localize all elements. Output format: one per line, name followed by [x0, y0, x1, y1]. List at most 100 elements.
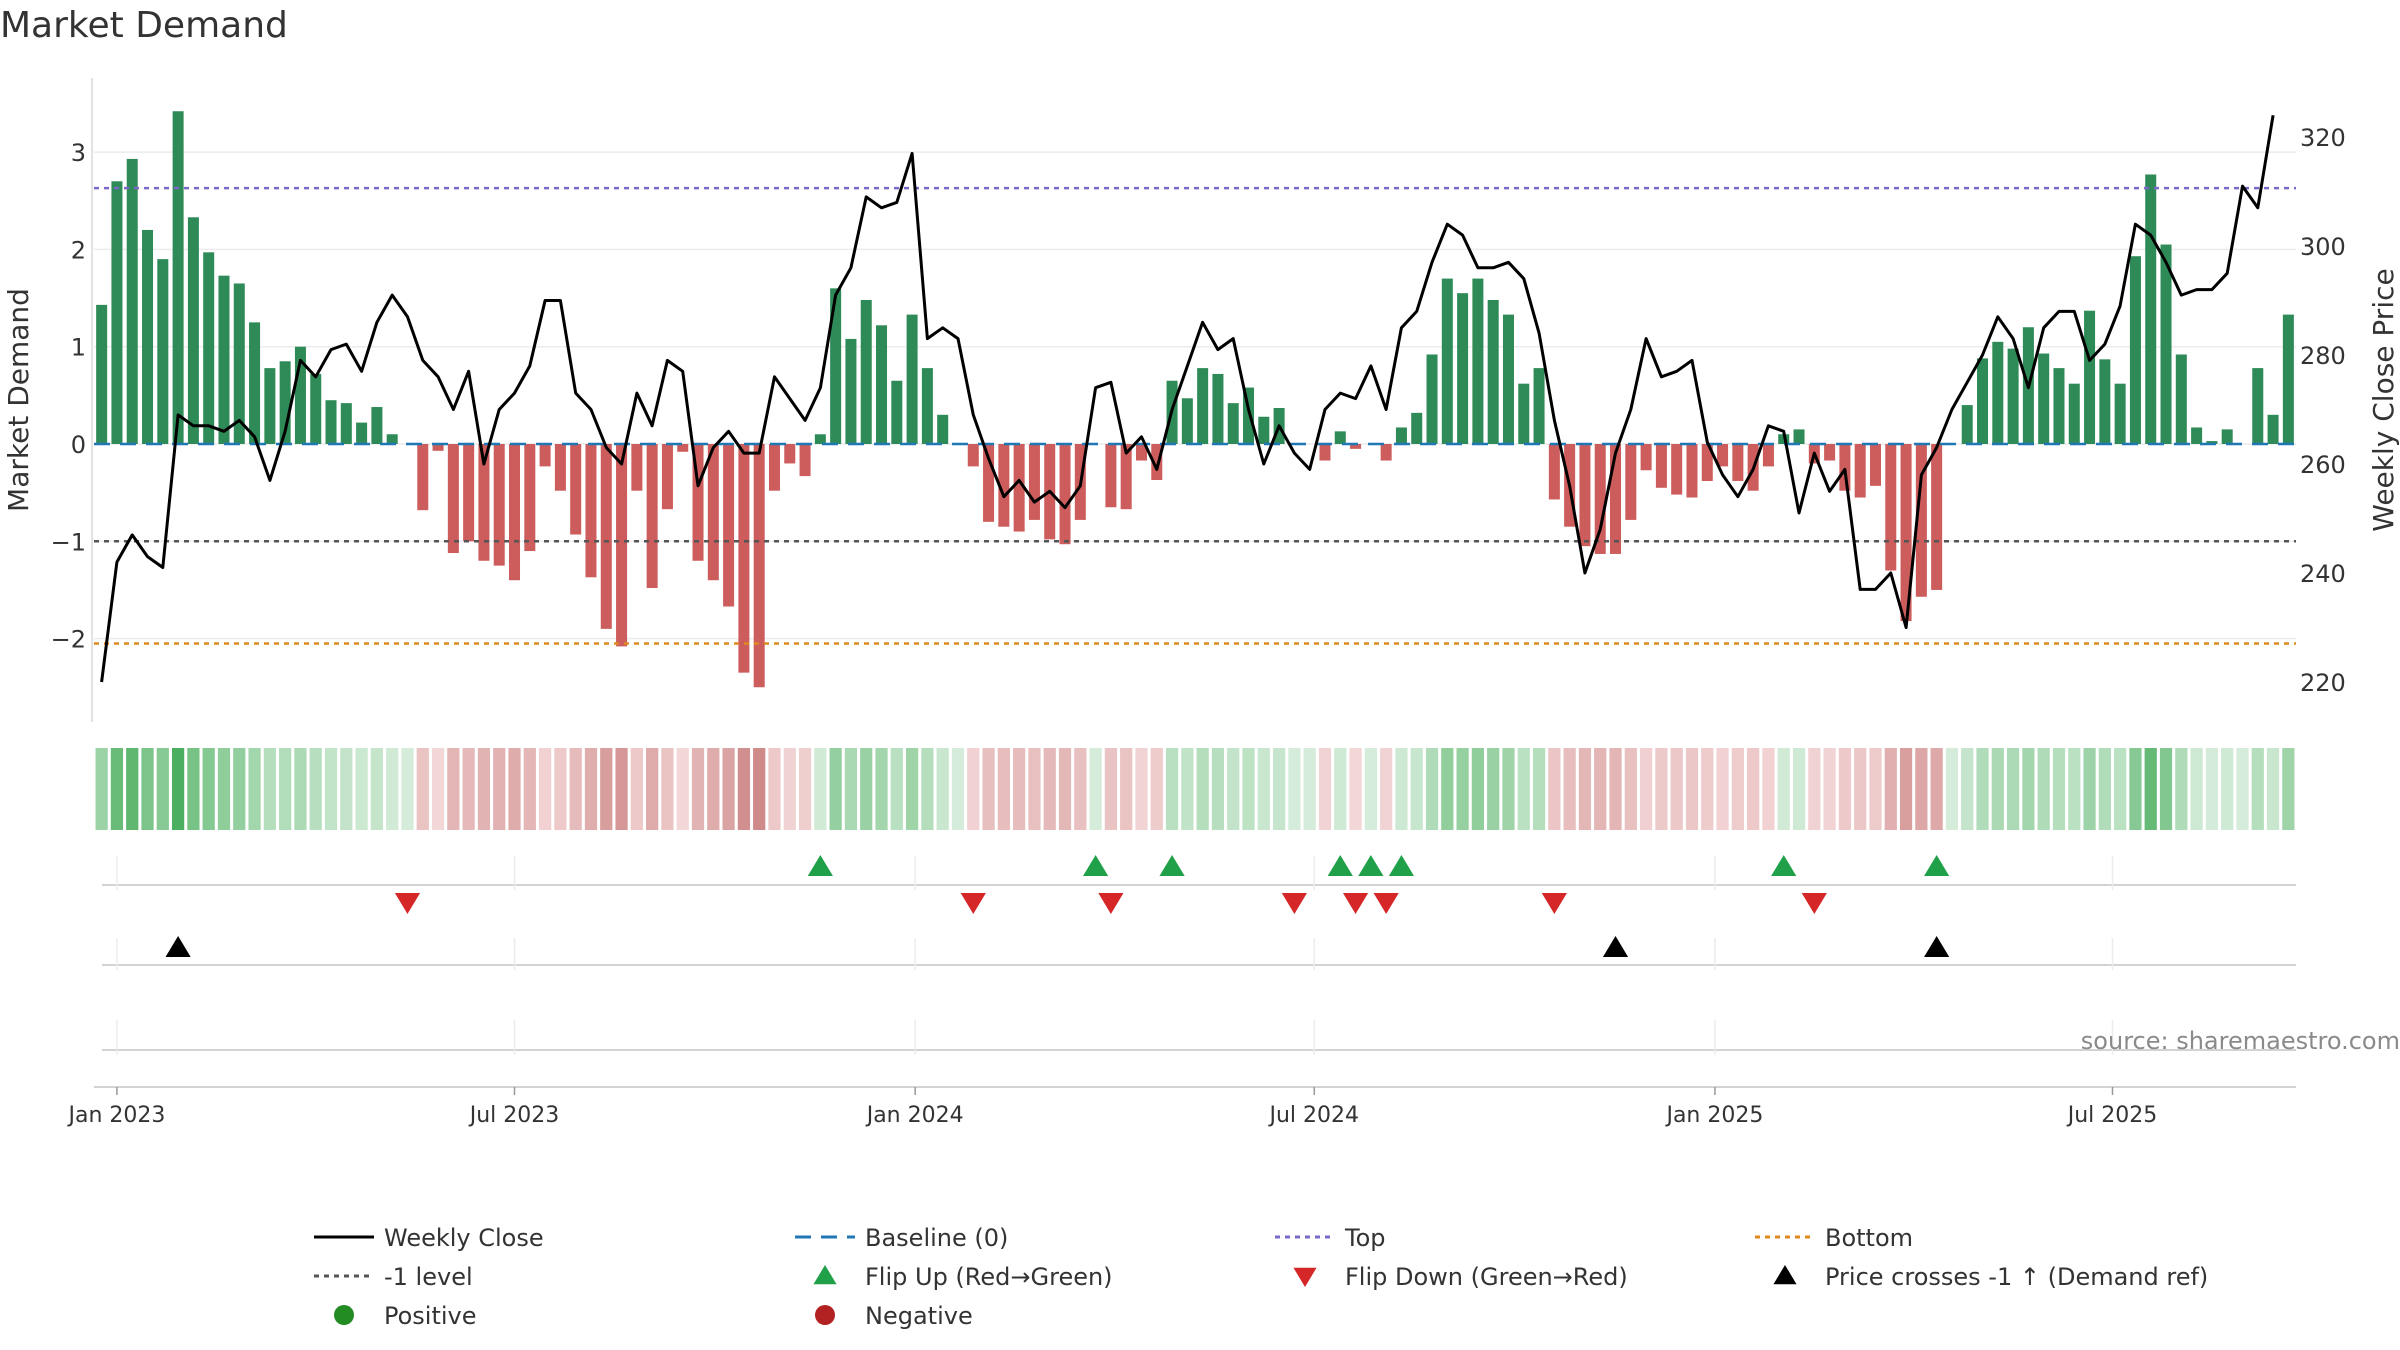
legend-label: Negative	[865, 1302, 973, 1330]
strip-cell	[982, 748, 995, 830]
strip-cell	[1425, 748, 1439, 830]
demand-bar	[845, 338, 857, 444]
strip-cell	[2129, 748, 2142, 830]
legend-triangle-up-icon	[813, 1265, 837, 1285]
strip-cell	[263, 748, 276, 830]
demand-bar	[723, 444, 735, 607]
strip-cell	[936, 748, 949, 830]
demand-bar	[1625, 444, 1637, 520]
y-axis-right: 220 240 260 280 300 320	[2300, 124, 2346, 697]
demand-bar	[2007, 348, 2019, 444]
demand-bar	[126, 158, 138, 444]
demand-bar	[1028, 444, 1040, 520]
strip-cell	[1915, 748, 1928, 830]
legend-item: Price crosses -1 ↑ (Demand ref)	[1773, 1263, 2208, 1291]
demand-bar	[1824, 444, 1836, 461]
strip-cell	[829, 748, 842, 830]
strip-cell	[1211, 748, 1225, 830]
demand-bar	[310, 373, 322, 444]
demand-bar	[432, 444, 444, 451]
strip-cell	[1013, 748, 1026, 830]
flip-up-marker	[1358, 855, 1384, 876]
strip-cell	[661, 748, 674, 830]
strip-cell	[783, 748, 796, 830]
flip-up-marker	[1327, 855, 1353, 876]
legend-dot-icon	[815, 1305, 835, 1325]
demand-bar	[616, 444, 628, 647]
strip-cell	[768, 748, 781, 830]
legend-item: Top	[1275, 1224, 1386, 1252]
demand-bar	[814, 434, 826, 444]
strip-cell	[1823, 748, 1836, 830]
strip-cell	[646, 748, 659, 830]
strip-cell	[171, 748, 185, 830]
demand-bar	[2129, 256, 2141, 444]
strip-cell	[202, 748, 215, 830]
strip-cell	[860, 748, 873, 830]
demand-bar	[371, 407, 383, 444]
demand-bar	[2038, 353, 2050, 444]
strip-cell	[2006, 748, 2020, 830]
demand-bar	[2191, 427, 2203, 444]
strip-cell	[187, 748, 200, 830]
demand-bar	[2053, 368, 2065, 444]
demand-bar	[738, 444, 750, 673]
strip-cell	[1104, 748, 1118, 830]
demand-bar	[1839, 444, 1851, 491]
demand-bar	[1762, 444, 1774, 467]
grid-layer	[91, 78, 2296, 722]
demand-bar	[233, 283, 245, 444]
strip-cell	[1961, 748, 1974, 830]
strip-cell	[1594, 748, 1607, 830]
strip-cell	[676, 748, 689, 830]
strip-cell	[1288, 748, 1301, 830]
strip-cell	[324, 748, 338, 830]
strip-cell	[1701, 748, 1714, 830]
legend-label: -1 level	[384, 1263, 473, 1291]
strip-cell	[340, 748, 353, 830]
x-axis: Jan 2023 Jul 2023 Jan 2024 Jul 2024 Jan 2025…	[66, 1086, 2296, 1128]
demand-color-strip	[95, 748, 2295, 830]
demand-bar	[692, 444, 704, 561]
strip-cell	[1685, 748, 1699, 830]
demand-bar	[707, 444, 719, 581]
strip-cell	[1471, 748, 1485, 830]
main-panel: −2 −1 0 1 2 3 220 240 260 280 300 320 Market Deman…	[2, 78, 2400, 722]
y2-tick-label: 260	[2300, 451, 2346, 479]
strip-cell	[1792, 748, 1806, 830]
demand-bar	[218, 275, 230, 444]
demand-bar	[600, 444, 612, 629]
x-tick-label: Jul 2023	[468, 1103, 560, 1128]
legend-label: Bottom	[1825, 1224, 1913, 1252]
flip-down-marker	[1373, 893, 1399, 914]
demand-bar	[1717, 444, 1729, 467]
demand-bar	[2221, 429, 2233, 444]
strip-cell	[1334, 748, 1347, 830]
weekly-close-line	[100, 114, 2275, 683]
demand-bar	[447, 444, 459, 553]
legend-item: Weekly Close	[314, 1224, 544, 1252]
demand-bar	[891, 380, 903, 444]
y-axis-label: Market Demand	[2, 288, 35, 512]
flip-down-marker	[1801, 893, 1827, 914]
strip-cell	[1441, 748, 1454, 830]
strip-cell	[921, 748, 934, 830]
flip-up-marker	[1924, 855, 1950, 876]
demand-bar	[1258, 416, 1270, 444]
demand-bar	[1900, 444, 1912, 622]
price-series	[100, 114, 2275, 683]
y-tick-label: −1	[51, 528, 86, 556]
demand-bar	[340, 403, 352, 444]
strip-cell	[997, 748, 1010, 830]
legend-item: Flip Up (Red→Green)	[813, 1263, 1113, 1291]
legend-item: Flip Down (Green→Red)	[1293, 1263, 1628, 1291]
source-credit: source: sharemaestro.com	[2081, 1027, 2400, 1055]
y2-tick-label: 220	[2300, 669, 2346, 697]
demand-bar	[1992, 341, 2004, 444]
legend-label: Flip Down (Green→Red)	[1345, 1263, 1628, 1291]
demand-bar	[1441, 278, 1453, 444]
strip-cell	[538, 748, 552, 830]
demand-bar	[2175, 354, 2187, 444]
flip-up-marker	[1159, 855, 1185, 876]
strip-cell	[905, 748, 919, 830]
